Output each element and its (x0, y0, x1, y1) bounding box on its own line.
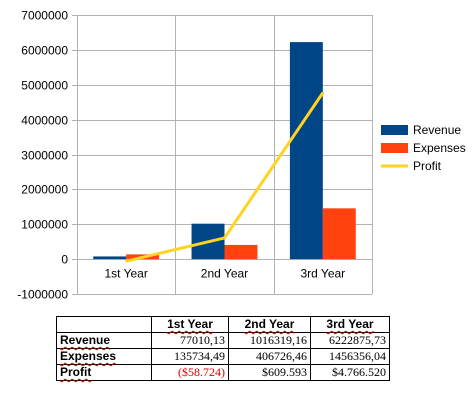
table-row-profit: Profit ($58.724) $609.593 $4.766.520 (56, 364, 390, 381)
y-tick-label: 0 (61, 253, 68, 267)
x-tick-label: 1st Year (104, 267, 147, 281)
table-row-expenses: Expenses 135734,49 406726,46 1456356,04 (56, 348, 390, 365)
legend-label-profit: Profit (413, 159, 442, 173)
bars (93, 42, 356, 260)
chart: -1000000 0 1000000 2000000 3000000 4000000 500… (17, 9, 466, 302)
table-header-row: 1st Year 2nd Year 3rd Year (56, 316, 390, 333)
table-header-3rd-year: 3rd Year (310, 316, 390, 333)
y-tick-label: 1000000 (21, 218, 68, 232)
table-cell: 1016319,16 (228, 332, 311, 349)
header-label: 3rd Year (326, 317, 374, 331)
bar-revenue-1 (93, 256, 127, 260)
y-tick-label: 2000000 (21, 183, 68, 197)
data-table: 1st Year 2nd Year 3rd Year Revenue 77010… (56, 316, 390, 381)
table-cell: $4.766.520 (310, 364, 390, 381)
legend-swatch-expenses (381, 143, 408, 153)
x-tick-label: 3rd Year (300, 267, 345, 281)
bar-expenses-2 (224, 244, 258, 260)
legend-swatch-revenue (381, 125, 408, 135)
table-cell: 77010,13 (151, 332, 229, 349)
header-label: 1st Year (167, 317, 213, 331)
point-profit (124, 259, 128, 263)
profit-line-layer (124, 91, 325, 263)
row-label-profit: Profit (56, 364, 152, 381)
row-label-expenses: Expenses (56, 348, 152, 365)
table-cell: $609.593 (228, 364, 311, 381)
table-cell: ($58.724) (151, 364, 229, 381)
bar-revenue-3 (289, 42, 323, 260)
header-label: 2nd Year (244, 317, 295, 331)
axes (77, 259, 373, 265)
y-tick-label: 4000000 (21, 114, 68, 128)
legend: Revenue Expenses Profit (381, 123, 466, 173)
legend-label-revenue: Revenue (413, 123, 461, 137)
table-cell: 6222875,73 (310, 332, 390, 349)
legend-label-expenses: Expenses (413, 141, 466, 155)
y-tick-label: 3000000 (21, 149, 68, 163)
table-row-revenue: Revenue 77010,13 1016319,16 6222875,73 (56, 332, 390, 349)
tick-labels: -1000000 0 1000000 2000000 3000000 4000000 500… (17, 9, 345, 302)
y-tick-label: 6000000 (21, 44, 68, 58)
table-header-1st-year: 1st Year (151, 316, 229, 333)
table-corner (56, 316, 152, 333)
y-tick-label: -1000000 (17, 288, 68, 302)
y-tick-label: 7000000 (21, 9, 68, 23)
table-header-2nd-year: 2nd Year (228, 316, 311, 333)
x-tick-label: 2nd Year (201, 267, 248, 281)
point-profit (223, 236, 226, 240)
bar-expenses-3 (322, 208, 356, 260)
point-profit (321, 91, 325, 95)
table-cell: 406726,46 (228, 348, 311, 365)
table-cell: 135734,49 (151, 348, 229, 365)
gridlines (72, 15, 373, 295)
table-cell: 1456356,04 (310, 348, 390, 365)
row-label-revenue: Revenue (56, 332, 152, 349)
y-tick-label: 5000000 (21, 79, 68, 93)
